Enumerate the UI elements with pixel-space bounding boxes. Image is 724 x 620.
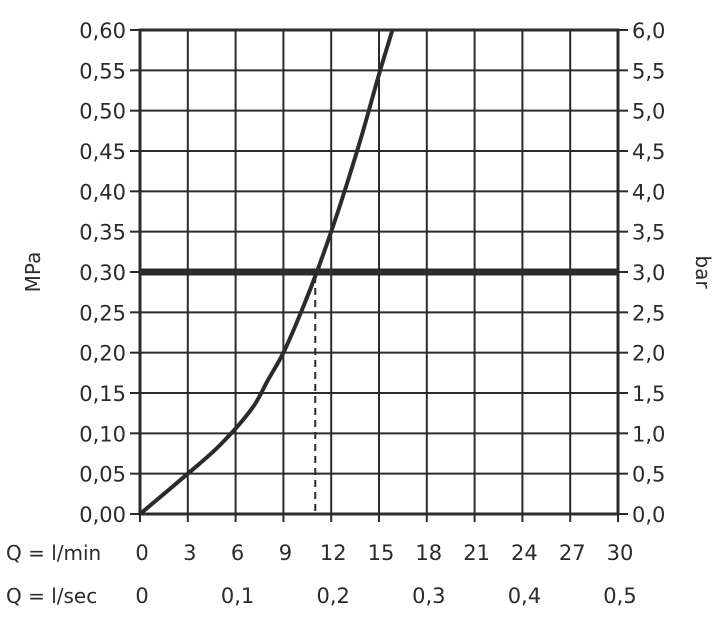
y-left-tick-label: 0,00 — [79, 503, 126, 527]
y-right-tick-label: 3,5 — [632, 221, 665, 245]
y-axis-right-label: bar — [691, 255, 715, 289]
y-right-tick-label: 5,5 — [632, 59, 665, 83]
y-left-tick-label: 0,55 — [79, 59, 126, 83]
x-lmin-tick-label: 18 — [415, 541, 442, 565]
x-lmin-tick-label: 24 — [511, 541, 538, 565]
x-lmin-tick-label: 27 — [559, 541, 586, 565]
x-lsec-tick-label: 0,1 — [221, 584, 254, 608]
x-lmin-tick-label: 0 — [135, 541, 148, 565]
x-axis-lmin-prefix: Q = l/min — [6, 541, 101, 565]
x-axis-lsec-prefix: Q = l/sec — [6, 584, 97, 608]
y-right-tick-label: 5,0 — [632, 100, 665, 124]
y-left-tick-label: 0,05 — [79, 463, 126, 487]
y-right-tick-label: 2,0 — [632, 342, 665, 366]
x-axis-lsec-ticks: 0 0,1 0,2 0,3 0,4 0,5 — [135, 584, 636, 608]
x-lsec-tick-label: 0,2 — [316, 584, 349, 608]
x-lsec-tick-label: 0,3 — [412, 584, 445, 608]
y-axis-right-ticks: 0,0 0,5 1,0 1,5 2,0 2,5 3,0 3,5 4,0 4,5 5,0 5,5 6,0 — [618, 19, 665, 527]
y-left-tick-label: 0,45 — [79, 140, 126, 164]
grid — [140, 30, 618, 514]
x-lmin-tick-label: 12 — [320, 541, 347, 565]
x-lmin-tick-label: 3 — [183, 541, 196, 565]
y-axis-left-ticks: 0,00 0,05 0,10 0,15 0,20 0,25 0,30 0,35 0,40 0,45… — [79, 19, 140, 527]
y-right-tick-label: 6,0 — [632, 19, 665, 43]
y-right-tick-label: 0,5 — [632, 463, 665, 487]
x-lsec-tick-label: 0,4 — [508, 584, 541, 608]
y-right-tick-label: 4,0 — [632, 180, 665, 204]
y-left-tick-label: 0,10 — [79, 422, 126, 446]
x-axis-lmin-ticks: 0 3 6 9 12 15 18 21 24 27 30 — [135, 514, 633, 565]
x-lmin-tick-label: 15 — [368, 541, 395, 565]
y-axis-left-label: MPa — [21, 252, 45, 293]
y-left-tick-label: 0,20 — [79, 342, 126, 366]
y-left-tick-label: 0,15 — [79, 382, 126, 406]
x-lmin-tick-label: 9 — [279, 541, 292, 565]
x-lmin-tick-label: 30 — [607, 541, 634, 565]
y-right-tick-label: 3,0 — [632, 261, 665, 285]
pressure-curve — [140, 30, 395, 514]
x-lmin-tick-label: 6 — [231, 541, 244, 565]
y-left-tick-label: 0,50 — [79, 100, 126, 124]
y-right-tick-label: 1,0 — [632, 422, 665, 446]
y-right-tick-label: 2,5 — [632, 301, 665, 325]
y-right-tick-label: 4,5 — [632, 140, 665, 164]
pressure-curve-line — [140, 30, 395, 514]
y-left-tick-label: 0,35 — [79, 221, 126, 245]
x-lsec-tick-label: 0 — [135, 584, 148, 608]
y-left-tick-label: 0,60 — [79, 19, 126, 43]
y-right-tick-label: 0,0 — [632, 503, 665, 527]
x-lsec-tick-label: 0,5 — [603, 584, 636, 608]
y-left-tick-label: 0,30 — [79, 261, 126, 285]
x-lmin-tick-label: 21 — [463, 541, 490, 565]
y-left-tick-label: 0,25 — [79, 301, 126, 325]
y-left-tick-label: 0,40 — [79, 180, 126, 204]
y-right-tick-label: 1,5 — [632, 382, 665, 406]
